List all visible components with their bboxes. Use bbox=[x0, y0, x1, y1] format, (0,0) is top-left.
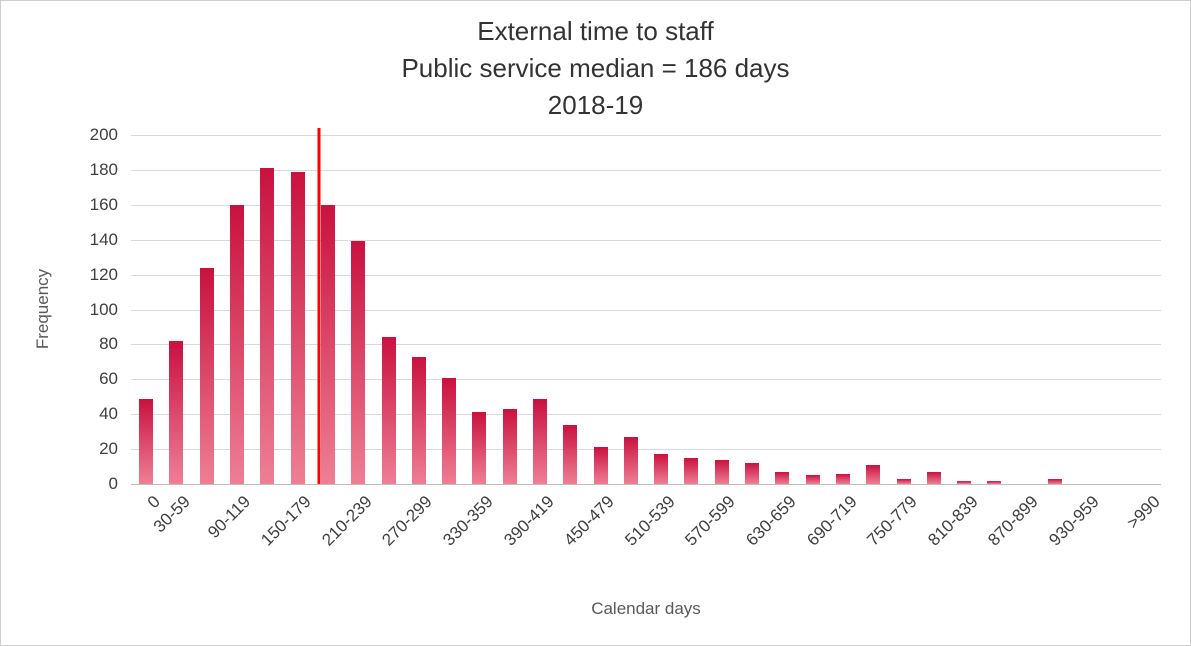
x-tick-label-text: 630-659 bbox=[742, 492, 800, 550]
bar bbox=[623, 436, 638, 484]
bar bbox=[684, 457, 699, 484]
x-axis-title: Calendar days bbox=[591, 599, 701, 618]
y-tick-label: 20 bbox=[99, 439, 118, 459]
y-tick-label: 40 bbox=[99, 404, 118, 424]
plot-area: 0 20 40 60 80 100 120 140 160 180 200 bbox=[90, 125, 1161, 493]
x-tick-label-text: 390-419 bbox=[499, 492, 558, 550]
x-tick-label-text: 810-839 bbox=[923, 492, 982, 550]
bar bbox=[442, 377, 457, 484]
gridline bbox=[131, 309, 1161, 311]
y-axis-title: Frequency bbox=[33, 268, 52, 350]
gridline bbox=[131, 274, 1161, 276]
gridline bbox=[131, 449, 1161, 451]
bar bbox=[835, 473, 850, 484]
x-tick-label-text: 510-539 bbox=[621, 492, 679, 550]
x-tick-label-text: 270-299 bbox=[378, 492, 437, 550]
bar bbox=[502, 408, 517, 484]
gridline bbox=[131, 135, 1161, 136]
bar bbox=[926, 471, 941, 484]
y-tick-label: 160 bbox=[89, 194, 118, 214]
x-axis-line bbox=[131, 484, 1161, 485]
bar bbox=[896, 478, 911, 484]
x-axis-tick-labels: 0 30-59 90-119 150-179 210-239 270-299 330-359… bbox=[131, 484, 1164, 599]
bar bbox=[957, 480, 972, 484]
bar bbox=[775, 471, 790, 484]
bar bbox=[139, 398, 154, 484]
y-tick-label: 140 bbox=[89, 229, 118, 249]
bar bbox=[532, 398, 547, 484]
bar bbox=[199, 267, 214, 484]
bar bbox=[654, 454, 669, 484]
bar bbox=[411, 356, 426, 484]
x-tick-label-text: 750-779 bbox=[863, 492, 921, 550]
bar bbox=[381, 337, 396, 484]
x-tick-label-text: 90-119 bbox=[204, 492, 255, 542]
y-tick-label: 120 bbox=[89, 264, 118, 284]
x-tick-label-text: 330-359 bbox=[439, 492, 497, 550]
bar bbox=[320, 204, 335, 484]
y-tick-label: 180 bbox=[89, 159, 118, 179]
gridline bbox=[131, 379, 1161, 381]
x-tick-label-text: 450-479 bbox=[560, 492, 618, 550]
x-tick-label-text: >990 bbox=[1122, 492, 1164, 533]
bar bbox=[290, 171, 305, 484]
bar bbox=[169, 340, 184, 484]
chart-title: External time to staff Public service me… bbox=[1, 13, 1190, 124]
bar bbox=[714, 459, 729, 484]
y-tick-label: 200 bbox=[89, 125, 118, 144]
gridline bbox=[131, 204, 1161, 206]
y-tick-label: 0 bbox=[108, 474, 118, 493]
y-tick-label: 60 bbox=[99, 369, 118, 389]
gridline bbox=[131, 239, 1161, 241]
bar bbox=[805, 475, 820, 484]
x-tick-label-text: 210-239 bbox=[318, 492, 376, 550]
gridline bbox=[131, 344, 1161, 346]
median-line bbox=[317, 128, 321, 484]
x-tick-label-text: 870-899 bbox=[984, 492, 1043, 550]
bar bbox=[987, 480, 1002, 484]
bar bbox=[745, 463, 760, 484]
chart-title-line-3: 2018-19 bbox=[547, 90, 644, 120]
bar bbox=[230, 204, 245, 484]
x-tick-label-text: 570-599 bbox=[681, 492, 740, 550]
x-tick-label-text: 150-179 bbox=[257, 492, 316, 550]
x-tick-label-text: 930-959 bbox=[1045, 492, 1103, 550]
bar bbox=[563, 424, 578, 484]
x-tick-label-text: 690-719 bbox=[802, 492, 861, 550]
bar bbox=[260, 168, 275, 484]
chart-title-line-1: External time to staff bbox=[477, 16, 714, 46]
bar bbox=[1047, 478, 1062, 484]
gridline bbox=[131, 414, 1161, 416]
bar bbox=[866, 464, 881, 484]
y-tick-label: 100 bbox=[89, 299, 118, 319]
y-tick-label: 80 bbox=[99, 334, 118, 354]
bar bbox=[472, 412, 487, 484]
gridline bbox=[131, 169, 1161, 171]
bar bbox=[593, 447, 608, 484]
chart-title-line-2: Public service median = 186 days bbox=[401, 53, 790, 83]
bar bbox=[351, 241, 366, 484]
